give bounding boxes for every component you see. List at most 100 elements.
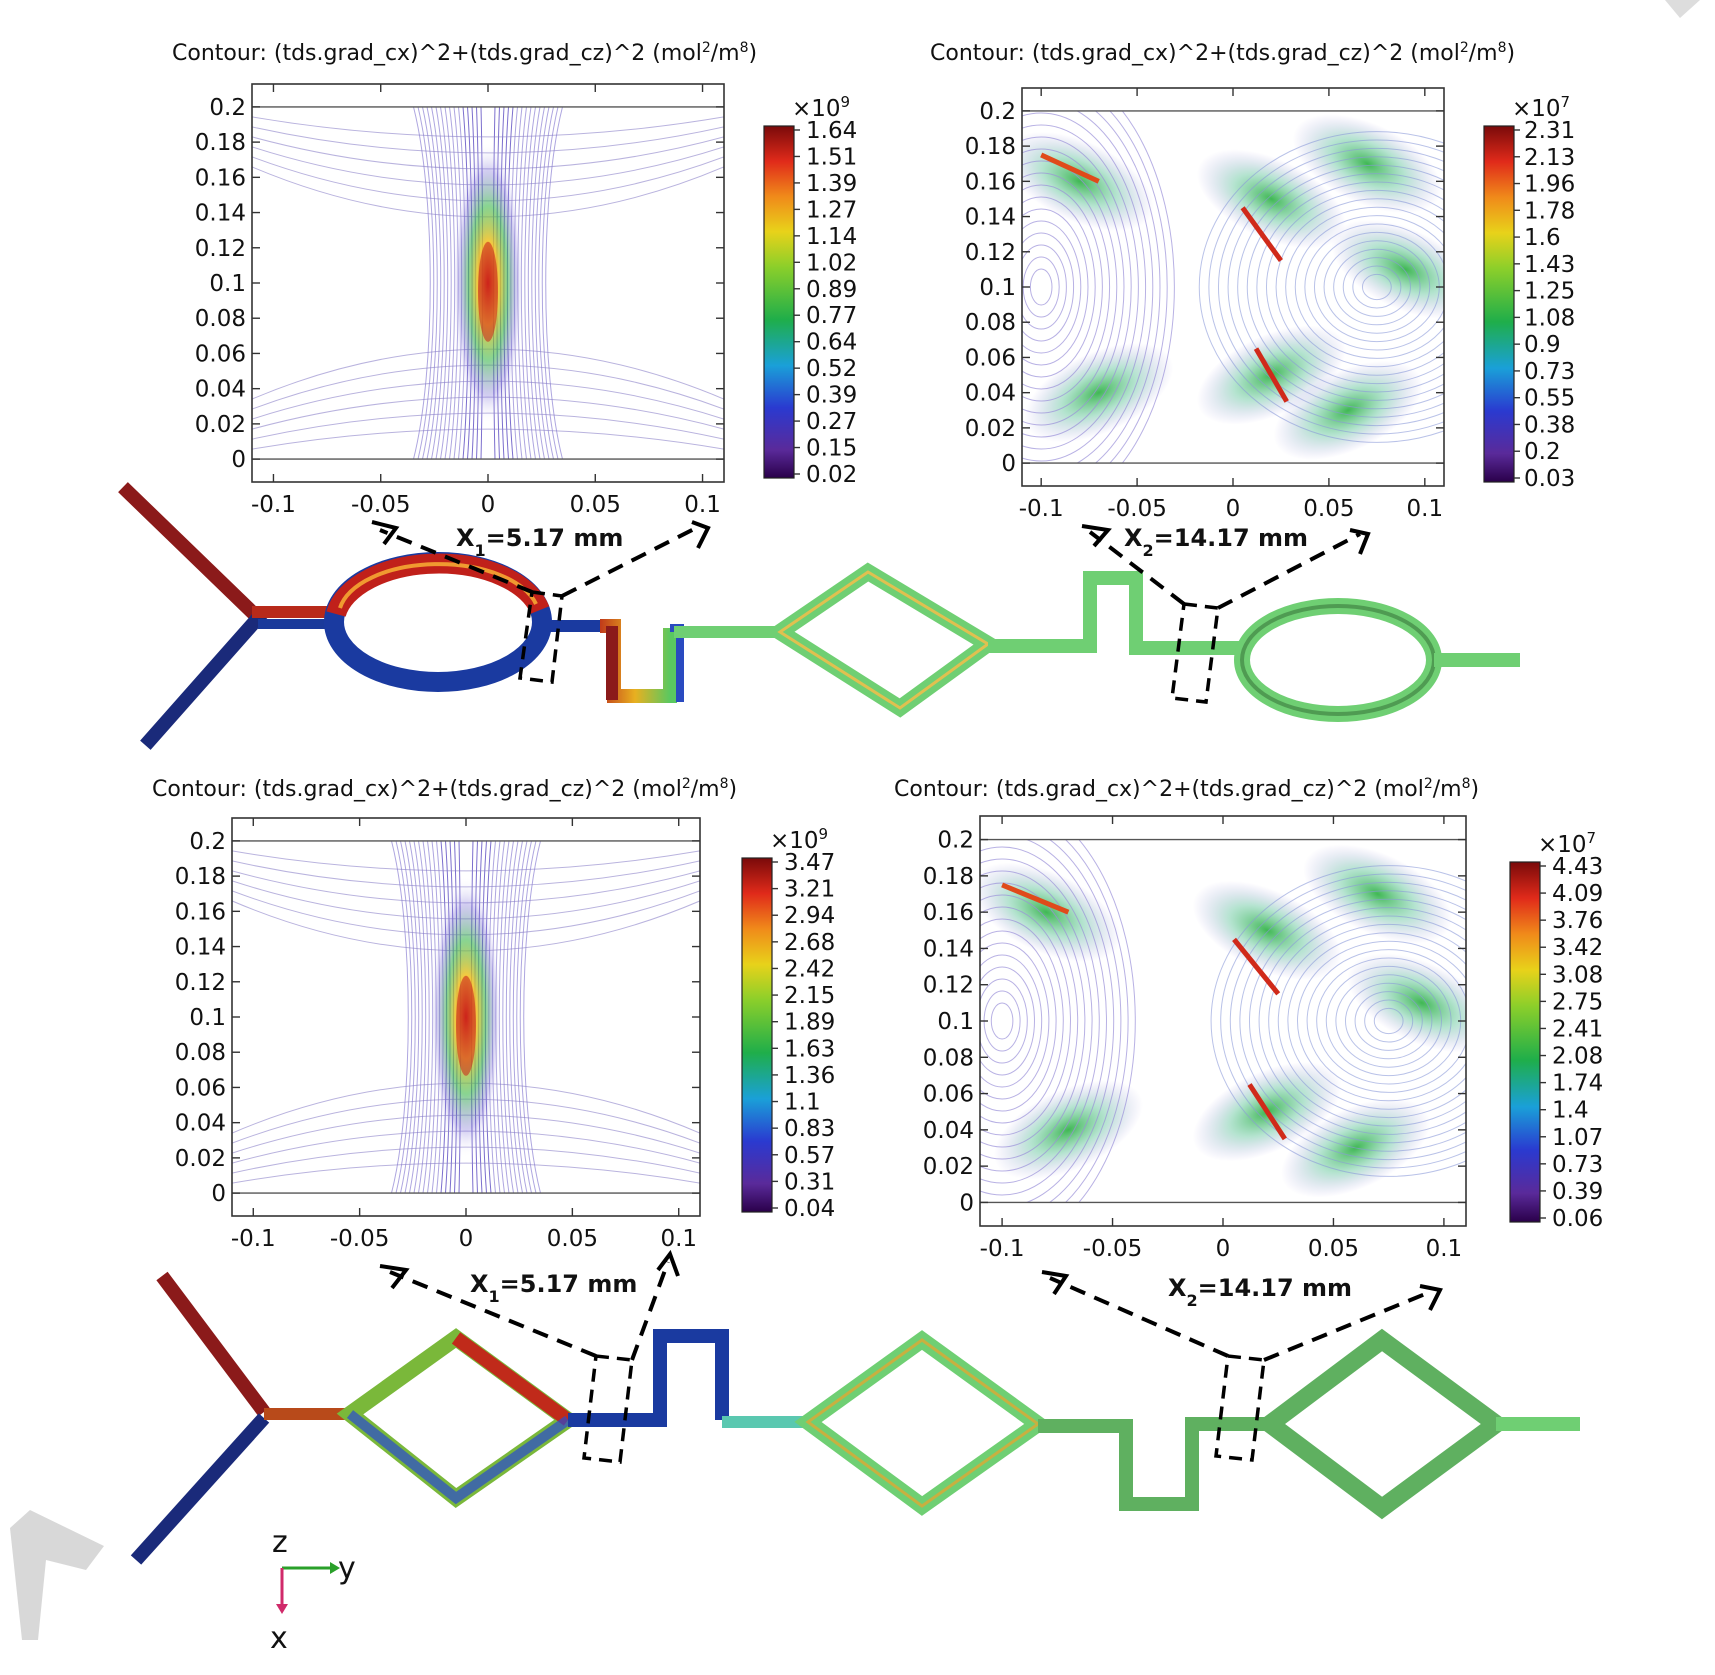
y-tick-label: 0.14: [965, 205, 1016, 231]
y-tick-label: 0.04: [965, 381, 1016, 407]
contour-field: [1022, 110, 1444, 464]
section-label: X2=14.17 mm: [1124, 524, 1308, 560]
panel-title: Contour: (tds.grad_cx)^2+(tds.grad_cz)^2…: [172, 40, 757, 66]
y-tick-label: 0.06: [175, 1075, 226, 1101]
colorbar-exponent: ×107: [1538, 829, 1596, 858]
colorbar-tick-label: 3.47: [784, 850, 835, 876]
y-tick-label: 0.06: [923, 1082, 974, 1108]
x-tick-label: -0.05: [1083, 1236, 1143, 1262]
y-tick-label: 0: [959, 1190, 974, 1216]
colorbar-tick-label: 4.09: [1552, 881, 1603, 907]
x-tick-label: 0: [481, 492, 496, 518]
colorbar-tick-label: 3.21: [784, 877, 835, 903]
colorbar-tick-label: 3.76: [1552, 908, 1603, 934]
colorbar-tick-label: 2.94: [784, 903, 835, 929]
colorbar-tick-label: 0.03: [1524, 466, 1575, 492]
x-tick-label: 0.1: [684, 492, 721, 518]
colorbar-tick-label: 2.13: [1524, 145, 1575, 171]
y-tick-label: 0.16: [923, 900, 974, 926]
colorbar-tick-label: 2.08: [1552, 1044, 1603, 1070]
y-tick-label: 0.18: [965, 134, 1016, 160]
colorbar-tick-label: 1.1: [784, 1090, 821, 1116]
x-tick-label: -0.1: [1019, 496, 1064, 522]
x-tick-label: 0: [459, 1226, 474, 1252]
contour-field: [232, 840, 700, 1194]
y-tick-label: 0.1: [979, 275, 1016, 301]
y-tick-label: 0.1: [937, 1009, 974, 1035]
x-tick-label: 0.1: [1426, 1236, 1463, 1262]
colorbar: [763, 125, 795, 479]
triad-y-label: y: [338, 1551, 356, 1586]
x-tick-label: -0.05: [351, 492, 411, 518]
colorbar-tick-label: 1.96: [1524, 172, 1575, 198]
y-tick-label: 0: [1001, 451, 1016, 477]
colorbar-tick-label: 1.63: [784, 1036, 835, 1062]
y-tick-label: 0.14: [923, 936, 974, 962]
colorbar: [1509, 861, 1541, 1223]
y-tick-label: 0.16: [195, 165, 246, 191]
colorbar-tick-label: 0.31: [784, 1169, 835, 1195]
contour-field: [980, 839, 1466, 1203]
colorbar-tick-label: 0.06: [1552, 1206, 1603, 1232]
panel-title: Contour: (tds.grad_cx)^2+(tds.grad_cz)^2…: [894, 776, 1479, 802]
x-tick-label: 0: [1216, 1236, 1231, 1262]
contour-panel-4: Contour: (tds.grad_cx)^2+(tds.grad_cz)^2…: [894, 776, 1603, 1310]
contour-panels: Contour: (tds.grad_cx)^2+(tds.grad_cz)^2…: [152, 40, 1603, 1310]
y-tick-label: 0.2: [979, 99, 1016, 125]
y-tick-label: 0.08: [195, 306, 246, 332]
colorbar-exponent: ×107: [1512, 93, 1570, 122]
colorbar-tick-label: 4.43: [1552, 854, 1603, 880]
x-tick-label: 0.1: [660, 1226, 697, 1252]
y-tick-label: 0.04: [175, 1111, 226, 1137]
colorbar-tick-label: 1.36: [784, 1063, 835, 1089]
x-tick-label: -0.1: [251, 492, 296, 518]
colorbar-tick-label: 1.43: [1524, 252, 1575, 278]
colorbar-tick-label: 1.64: [806, 118, 857, 144]
colorbar-tick-label: 1.27: [806, 197, 857, 223]
x-tick-label: 0.05: [1308, 1236, 1359, 1262]
colorbar-tick-label: 3.42: [1552, 935, 1603, 961]
colorbar-tick-label: 0.2: [1524, 439, 1561, 465]
colorbar-tick-label: 1.02: [806, 250, 857, 276]
colorbar-tick-label: 0.27: [806, 409, 857, 435]
colorbar-tick-label: 0.77: [806, 303, 857, 329]
y-tick-label: 0.08: [923, 1045, 974, 1071]
corner-mark-bottom-left: [10, 1510, 104, 1640]
colorbar-tick-label: 1.74: [1552, 1071, 1603, 1097]
colorbar-tick-label: 0.04: [784, 1196, 835, 1222]
y-tick-label: 0.02: [175, 1146, 226, 1172]
y-tick-label: 0.12: [965, 240, 1016, 266]
colorbar-tick-label: 0.57: [784, 1143, 835, 1169]
y-tick-label: 0.12: [175, 970, 226, 996]
colorbar-tick-label: 0.52: [806, 356, 857, 382]
x-tick-label: -0.05: [330, 1226, 390, 1252]
zoom-indicators: [371, 520, 1443, 1464]
x-tick-label: 0: [1226, 496, 1241, 522]
channel-top: [118, 482, 1520, 750]
colorbar-tick-label: 2.68: [784, 930, 835, 956]
colorbar-tick-label: 2.42: [784, 956, 835, 982]
y-tick-label: 0.1: [209, 271, 246, 297]
y-tick-label: 0.08: [175, 1040, 226, 1066]
y-tick-label: 0.08: [965, 310, 1016, 336]
y-tick-label: 0.06: [195, 341, 246, 367]
y-tick-label: 0: [231, 447, 246, 473]
y-tick-label: 0.04: [195, 377, 246, 403]
colorbar-tick-label: 2.31: [1524, 118, 1575, 144]
y-tick-label: 0.18: [195, 130, 246, 156]
colorbar-tick-label: 0.9: [1524, 332, 1561, 358]
section-label: X2=14.17 mm: [1168, 1274, 1352, 1310]
y-tick-label: 0.02: [923, 1154, 974, 1180]
contour-panel-3: Contour: (tds.grad_cx)^2+(tds.grad_cz)^2…: [152, 776, 835, 1306]
colorbar-tick-label: 3.08: [1552, 962, 1603, 988]
colorbar-tick-label: 2.75: [1552, 989, 1603, 1015]
x-tick-label: -0.05: [1107, 496, 1167, 522]
y-tick-label: 0.16: [175, 899, 226, 925]
y-tick-label: 0.1: [189, 1005, 226, 1031]
y-tick-label: 0.02: [195, 412, 246, 438]
panel-title: Contour: (tds.grad_cx)^2+(tds.grad_cz)^2…: [930, 40, 1515, 66]
colorbar-tick-label: 0.38: [1524, 412, 1575, 438]
colorbar-tick-label: 1.08: [1524, 305, 1575, 331]
y-tick-label: 0.2: [189, 829, 226, 855]
colorbar-tick-label: 1.14: [806, 224, 857, 250]
